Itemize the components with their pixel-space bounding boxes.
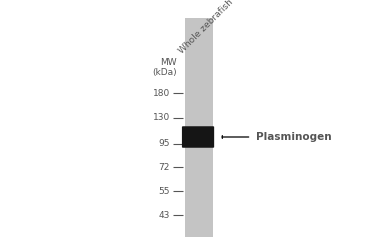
Text: (kDa): (kDa) (152, 68, 177, 76)
Bar (185, 18, 213, 237)
Text: 72: 72 (159, 162, 170, 172)
Text: 43: 43 (159, 210, 170, 220)
Text: 55: 55 (158, 186, 170, 196)
Text: 180: 180 (153, 88, 170, 98)
FancyBboxPatch shape (182, 126, 214, 148)
Text: Plasminogen: Plasminogen (256, 132, 332, 142)
Text: 130: 130 (153, 114, 170, 122)
Text: Whole zebrafish: Whole zebrafish (177, 0, 234, 55)
Text: 95: 95 (158, 140, 170, 148)
Text: MW: MW (161, 58, 177, 67)
